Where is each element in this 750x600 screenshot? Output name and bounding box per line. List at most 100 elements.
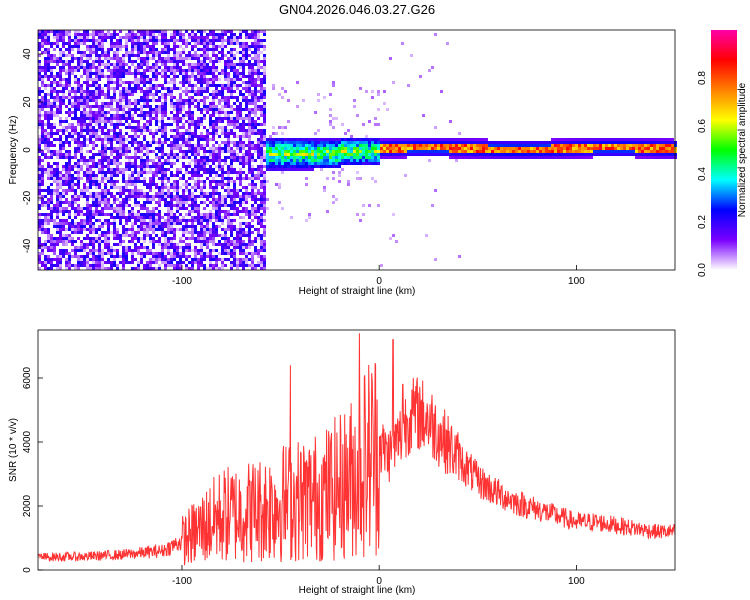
spectrogram-cell <box>92 144 95 147</box>
spectrogram-cell <box>53 96 56 99</box>
spectrogram-cell <box>191 99 194 102</box>
spectrogram-cell <box>263 129 266 132</box>
spectrogram-cell <box>50 195 53 198</box>
spectrogram-cell <box>98 252 101 255</box>
spectrogram-cell <box>131 180 134 183</box>
spectrogram-cell <box>152 54 155 57</box>
spectrogram-cell <box>236 51 239 54</box>
spectrogram-cell <box>38 147 41 150</box>
spectrogram-cell <box>203 231 206 234</box>
spectrogram-cell <box>332 165 335 168</box>
spectrogram-cell <box>314 156 317 159</box>
spectrogram-cell <box>278 165 281 168</box>
spectrogram-cell <box>191 222 194 225</box>
spectrogram-cell <box>332 126 335 129</box>
spectrogram-cell <box>116 174 119 177</box>
spectrogram-cell <box>176 33 179 36</box>
spectrogram-cell <box>104 33 107 36</box>
spectrogram-cell <box>56 186 59 189</box>
spectrogram-cell <box>212 105 215 108</box>
spectrogram-cell <box>89 183 92 186</box>
spectrogram-cell <box>215 120 218 123</box>
spectrogram-cell <box>167 39 170 42</box>
spectrogram-cell <box>365 135 368 138</box>
spectrogram-cell <box>128 165 131 168</box>
spectrogram-cell <box>89 51 92 54</box>
spectrogram-cell <box>284 144 287 147</box>
spectrogram-cell <box>191 153 194 156</box>
spectrogram-cell <box>56 207 59 210</box>
spectrogram-cell <box>146 165 149 168</box>
spectrogram-cell <box>140 78 143 81</box>
spectrogram-cell <box>383 138 386 141</box>
spectrogram-cell <box>410 147 413 150</box>
spectrogram-cell <box>116 114 119 117</box>
spectrogram-cell <box>236 156 239 159</box>
spectrogram-cell <box>41 51 44 54</box>
spectrogram-cell <box>410 150 413 153</box>
spectrogram-cell <box>221 105 224 108</box>
spectrogram-cell <box>242 216 245 219</box>
spectrogram-cell <box>143 177 146 180</box>
spectrogram-cell <box>215 69 218 72</box>
spectrogram-cell <box>167 204 170 207</box>
spectrogram-cell <box>254 99 257 102</box>
spectrogram-cell <box>242 87 245 90</box>
spectrogram-cell <box>395 150 398 153</box>
spectrogram-cell <box>149 198 152 201</box>
spectrogram-cell <box>392 213 395 216</box>
spectrogram-cell <box>110 171 113 174</box>
spectrogram-cell <box>113 183 116 186</box>
spectrogram-cell <box>92 177 95 180</box>
spectrogram-cell <box>152 237 155 240</box>
spectrogram-cell <box>182 114 185 117</box>
spectrogram-cell <box>74 192 77 195</box>
spectrogram-cell <box>107 156 110 159</box>
spectrogram-cell <box>362 123 365 126</box>
spectrogram-cell <box>413 141 416 144</box>
spectrogram-cell <box>146 150 149 153</box>
spectrogram-cell <box>227 249 230 252</box>
spectrogram-cell <box>137 135 140 138</box>
spectrogram-cell <box>41 114 44 117</box>
spectrogram-cell <box>191 228 194 231</box>
spectrogram-cell <box>77 165 80 168</box>
spectrogram-cell <box>347 156 350 159</box>
spectrogram-cell <box>131 240 134 243</box>
spectrogram-cell <box>101 207 104 210</box>
spectrogram-cell <box>143 96 146 99</box>
spectrogram-cell <box>149 66 152 69</box>
spectrogram-cell <box>332 84 335 87</box>
spectrogram-cell <box>326 162 329 165</box>
spectrogram-cell <box>116 108 119 111</box>
spectrogram-cell <box>47 261 50 264</box>
spectrogram-cell <box>218 93 221 96</box>
spectrogram-cell <box>149 219 152 222</box>
spectrogram-cell <box>77 210 80 213</box>
spectrogram-cell <box>242 243 245 246</box>
spectrogram-cell <box>206 228 209 231</box>
spectrogram-cell <box>44 222 47 225</box>
spectrogram-cell <box>161 156 164 159</box>
spectrogram-cell <box>80 222 83 225</box>
spectrogram-cell <box>263 249 266 252</box>
spectrogram-cell <box>110 177 113 180</box>
spectrogram-cell <box>122 210 125 213</box>
spectrogram-cell <box>44 129 47 132</box>
spectrogram-cell <box>248 171 251 174</box>
spectrogram-cell <box>257 39 260 42</box>
spectrogram-cell <box>218 195 221 198</box>
spectrogram-cell <box>140 144 143 147</box>
spectrogram-cell <box>245 57 248 60</box>
spectrogram-cell <box>242 135 245 138</box>
spectrogram-cell <box>221 99 224 102</box>
spectrogram-cell <box>68 123 71 126</box>
spectrogram-cell <box>197 252 200 255</box>
spectrogram-cell <box>194 183 197 186</box>
spectrogram-cell <box>176 222 179 225</box>
spectrogram-cell <box>164 267 167 270</box>
spectrogram-cell <box>44 87 47 90</box>
spectrogram-cell <box>353 147 356 150</box>
spectrogram-cell <box>257 198 260 201</box>
spectrogram-cell <box>101 162 104 165</box>
